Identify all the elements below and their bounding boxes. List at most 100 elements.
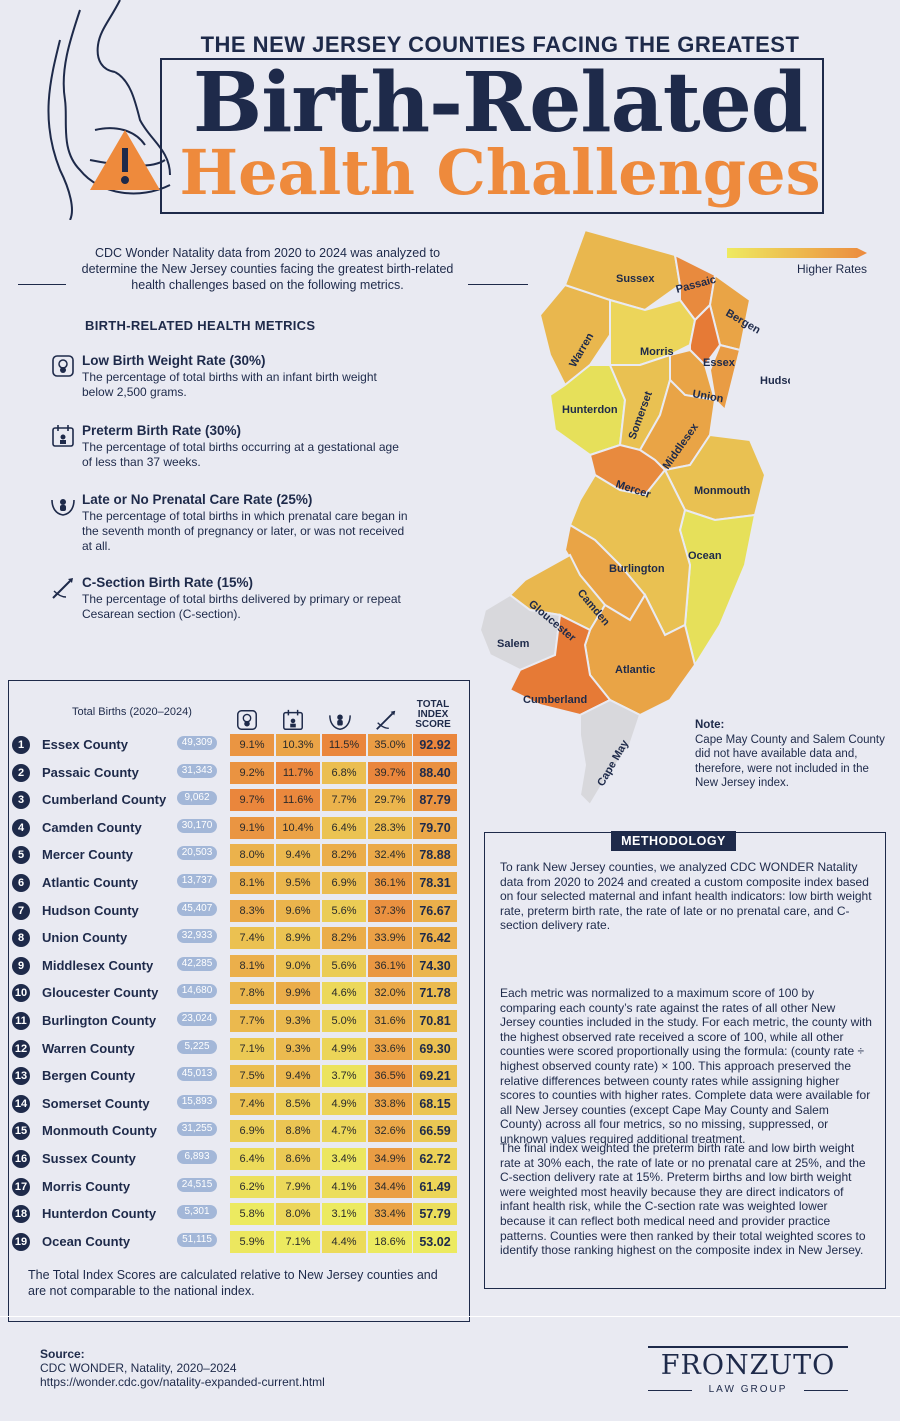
title-frame bbox=[160, 58, 824, 214]
rate-cell: 9.1% bbox=[230, 816, 274, 839]
rate-cell: 34.4% bbox=[368, 1175, 412, 1198]
index-score-cell: 70.81 bbox=[413, 1010, 457, 1032]
source-url[interactable]: https://wonder.cdc.gov/natality-expanded… bbox=[40, 1375, 325, 1389]
rate-cell: 8.1% bbox=[230, 872, 274, 894]
rate-cell: 11.5% bbox=[322, 734, 366, 756]
rate-cell: 9.9% bbox=[276, 982, 320, 1005]
rate-cell: 36.5% bbox=[368, 1065, 412, 1088]
rate-cell: 5.6% bbox=[322, 954, 366, 977]
rate-cell: 32.4% bbox=[368, 844, 412, 867]
score-header-1: TOTAL bbox=[416, 699, 450, 710]
rank-badge: 15 bbox=[12, 1122, 30, 1141]
rate-cell: 4.1% bbox=[322, 1175, 366, 1198]
county-name: Burlington County bbox=[42, 1013, 157, 1028]
table-row: 3 Cumberland County 9,062 9.7% 11.6% 7.7% 29.7… bbox=[12, 789, 462, 812]
births-badge: 20,503 bbox=[177, 846, 217, 861]
table-row: 8 Union County 32,933 7.4% 8.9% 8.2% 33.9% 76.4… bbox=[12, 927, 462, 950]
source-name: CDC WONDER, Natality, 2020–2024 bbox=[40, 1361, 237, 1375]
rate-cell: 4.7% bbox=[322, 1120, 366, 1143]
rate-cell: 10.3% bbox=[276, 734, 320, 756]
births-badge: 15,893 bbox=[177, 1094, 217, 1109]
table-row: 4 Camden County 30,170 9.1% 10.4% 6.4% 28.3% 79… bbox=[12, 816, 462, 839]
county-name: Mercer County bbox=[42, 847, 134, 863]
births-badge: 9,062 bbox=[177, 791, 217, 806]
births-badge: 51,115 bbox=[177, 1232, 217, 1247]
rate-cell: 4.6% bbox=[322, 982, 366, 1005]
rank-badge: 17 bbox=[12, 1177, 30, 1196]
rate-cell: 7.1% bbox=[230, 1037, 274, 1060]
county-name: Morris County bbox=[42, 1178, 131, 1194]
index-score-cell: 92.92 bbox=[413, 734, 457, 756]
births-header: Total Births (2020–2024) bbox=[72, 706, 192, 718]
metric-desc: The percentage of total births in which … bbox=[82, 509, 408, 553]
rate-cell: 9.4% bbox=[276, 1065, 320, 1088]
table-row: 6 Atlantic County 13,737 8.1% 9.5% 6.9% 36.1% 7… bbox=[12, 872, 462, 894]
metric-title: Low Birth Weight Rate (30%) bbox=[82, 353, 266, 368]
index-score-cell: 53.02 bbox=[413, 1230, 457, 1253]
table-row: 11 Burlington County 23,024 7.7% 9.3% 5.0% 31.… bbox=[12, 1010, 462, 1032]
rate-cell: 10.4% bbox=[276, 816, 320, 839]
metric-c-section: C-Section Birth Rate (15%) The percentag… bbox=[50, 575, 410, 622]
score-header: TOTAL INDEX SCORE bbox=[413, 700, 453, 730]
rate-cell: 35.0% bbox=[368, 734, 412, 756]
scalpel-icon bbox=[376, 710, 396, 730]
metric-desc: The percentage of total births with an i… bbox=[82, 370, 377, 399]
births-badge: 30,170 bbox=[177, 818, 217, 833]
brand-subtitle: LAW GROUP bbox=[708, 1384, 788, 1395]
rate-cell: 8.2% bbox=[322, 844, 366, 867]
rank-badge: 1 bbox=[12, 736, 30, 754]
rate-cell: 7.4% bbox=[230, 927, 274, 950]
metric-title: Preterm Birth Rate (30%) bbox=[82, 423, 242, 438]
nj-county-map: Sussex Passaic Bergen Warren Morris Esse… bbox=[478, 228, 790, 807]
births-badge: 31,255 bbox=[177, 1122, 217, 1137]
county-name: Ocean County bbox=[42, 1233, 131, 1249]
rate-cell: 7.7% bbox=[230, 1010, 274, 1032]
rank-badge: 7 bbox=[12, 901, 30, 920]
map-label-monmouth: Monmouth bbox=[694, 485, 750, 497]
rate-cell: 37.3% bbox=[368, 899, 412, 922]
index-score-cell: 87.79 bbox=[413, 789, 457, 812]
county-name: Middlesex County bbox=[42, 957, 154, 973]
births-badge: 32,933 bbox=[177, 929, 217, 944]
table-row: 17 Morris County 24,515 6.2% 7.9% 4.1% 34.4% 61… bbox=[12, 1175, 462, 1198]
rate-cell: 5.6% bbox=[322, 899, 366, 922]
metric-title: C-Section Birth Rate (15%) bbox=[82, 575, 254, 590]
county-hudson bbox=[708, 343, 742, 412]
rate-cell: 3.1% bbox=[322, 1203, 366, 1226]
methodology-paragraph: To rank New Jersey counties, we analyzed… bbox=[500, 860, 872, 933]
map-label-hudson: Hudson bbox=[760, 375, 790, 387]
rate-cell: 32.0% bbox=[368, 982, 412, 1005]
rate-cell: 6.2% bbox=[230, 1175, 274, 1198]
color-legend-bar bbox=[727, 248, 867, 258]
source-label: Source: bbox=[40, 1347, 85, 1361]
map-label-essex: Essex bbox=[703, 357, 736, 369]
births-badge: 45,013 bbox=[177, 1067, 217, 1082]
rate-cell: 9.0% bbox=[276, 954, 320, 977]
scale-baby-icon bbox=[237, 710, 257, 730]
rank-badge: 2 bbox=[12, 763, 30, 782]
title-line-1: Birth-Related bbox=[192, 55, 808, 151]
index-score-cell: 68.15 bbox=[413, 1092, 457, 1115]
county-morris bbox=[609, 298, 697, 366]
index-score-cell: 69.30 bbox=[413, 1037, 457, 1060]
county-name: Essex County bbox=[42, 737, 128, 752]
rate-cell: 8.2% bbox=[322, 927, 366, 950]
brand-rule bbox=[804, 1390, 848, 1391]
rate-cell: 4.9% bbox=[322, 1092, 366, 1115]
metrics-heading: BIRTH-RELATED HEALTH METRICS bbox=[85, 318, 316, 333]
metric-low-birth-weight: Low Birth Weight Rate (30%) The percenta… bbox=[50, 353, 410, 400]
rate-cell: 7.8% bbox=[230, 982, 274, 1005]
index-score-cell: 66.59 bbox=[413, 1120, 457, 1143]
methodology-paragraph: Each metric was normalized to a maximum … bbox=[500, 986, 872, 1146]
rate-cell: 8.8% bbox=[276, 1120, 320, 1143]
rate-cell: 5.0% bbox=[322, 1010, 366, 1032]
county-name: Sussex County bbox=[42, 1151, 136, 1166]
table-row: 1 Essex County 49,309 9.1% 10.3% 11.5% 35.0% 92… bbox=[12, 734, 462, 756]
map-label-cumberland: Cumberland bbox=[523, 694, 587, 706]
rate-cell: 36.1% bbox=[368, 954, 412, 977]
table-row: 5 Mercer County 20,503 8.0% 9.4% 8.2% 32.4% 78.… bbox=[12, 844, 462, 867]
index-score-cell: 76.42 bbox=[413, 927, 457, 950]
rate-cell: 7.9% bbox=[276, 1175, 320, 1198]
rate-cell: 11.7% bbox=[276, 761, 320, 784]
table-row: 13 Bergen County 45,013 7.5% 9.4% 3.7% 36.5% 69… bbox=[12, 1065, 462, 1088]
